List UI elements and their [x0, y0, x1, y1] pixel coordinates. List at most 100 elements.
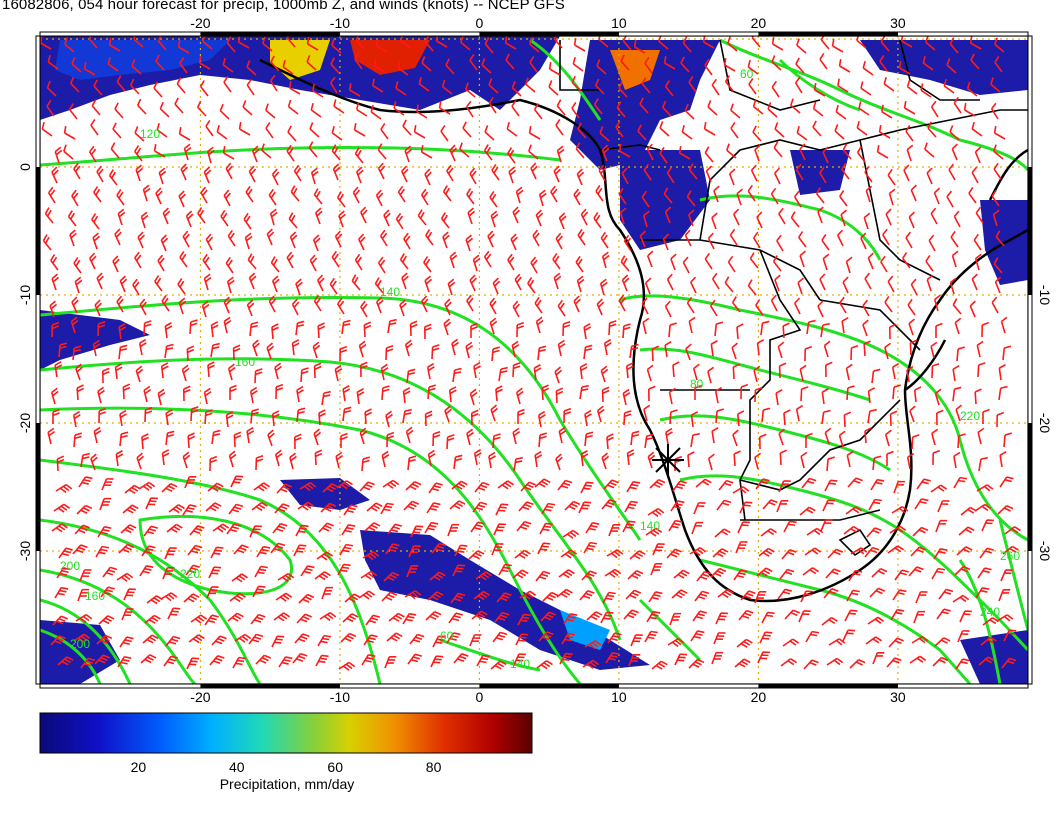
wind-barb: [621, 274, 630, 292]
wind-barb: [223, 316, 232, 334]
wind-barb: [667, 637, 685, 648]
wind-barb: [658, 36, 669, 50]
wind-barb: [507, 147, 516, 164]
wind-barb: [682, 36, 692, 53]
wind-barb: [156, 122, 168, 138]
wind-barb: [557, 339, 566, 357]
wind-barb: [495, 503, 509, 516]
wind-barb: [732, 486, 750, 494]
wind-barb: [756, 211, 763, 229]
wind-barb: [651, 660, 668, 670]
wind-barb: [219, 103, 230, 120]
wind-barb: [251, 501, 268, 512]
wind-barb: [863, 340, 871, 357]
wind-barb: [139, 565, 154, 577]
wind-barb: [641, 77, 651, 94]
wind-barb: [529, 37, 540, 53]
wind-barb: [799, 143, 806, 161]
wind-barb: [387, 318, 397, 334]
wind-barb: [317, 274, 325, 292]
wind-barb: [331, 38, 342, 54]
wind-barb: [71, 296, 79, 314]
wind-barb: [275, 383, 284, 400]
wind-barb: [198, 55, 211, 70]
wind-barb: [233, 431, 242, 448]
wind-barb: [795, 57, 805, 74]
wind-barb: [957, 630, 970, 643]
wind-barb: [277, 572, 295, 583]
wind-barb: [711, 78, 720, 96]
wind-barb: [138, 481, 156, 491]
wind-barb: [365, 614, 381, 626]
wind-barb: [783, 409, 791, 426]
wind-barb: [952, 364, 960, 382]
wind-barb: [54, 586, 69, 599]
wind-barb: [196, 100, 207, 117]
wind-barb: [856, 146, 866, 163]
wind-barb: [681, 124, 693, 140]
x-tick-top: -10: [330, 15, 350, 31]
wind-barb: [403, 500, 420, 511]
wind-barb: [704, 252, 713, 270]
wind-barb: [163, 655, 179, 667]
wind-barb: [107, 56, 119, 72]
wind-barb: [831, 38, 844, 53]
wind-barb: [747, 279, 757, 296]
wind-barb: [90, 118, 99, 136]
wind-barb: [820, 519, 833, 532]
wind-barb: [600, 231, 609, 249]
wind-barb: [990, 77, 1001, 93]
wind-barb: [953, 476, 968, 489]
wind-barb: [1003, 629, 1017, 642]
wind-barb: [602, 591, 616, 604]
wind-barb: [348, 82, 361, 97]
wind-barb: [358, 340, 367, 358]
wind-barb: [759, 631, 773, 644]
wind-barb: [469, 274, 478, 292]
wind-barb: [96, 634, 113, 645]
wind-barb: [226, 523, 241, 535]
wind-barb: [296, 613, 312, 624]
wind-barb: [417, 209, 427, 226]
wind-barb: [750, 164, 758, 182]
wind-barb: [573, 295, 582, 313]
wind-barb: [843, 411, 852, 428]
wind-barb: [798, 231, 807, 248]
wind-barb: [946, 190, 954, 208]
wind-barb: [837, 78, 849, 93]
wind-barb: [888, 323, 897, 340]
wind-barb: [644, 433, 654, 449]
colorbar-label: Precipitation, mm/day: [219, 776, 355, 792]
wind-barb: [689, 546, 707, 557]
wind-barb: [446, 632, 461, 644]
wind-barb: [739, 501, 753, 514]
wind-barb: [426, 362, 435, 380]
wind-barb: [974, 388, 982, 405]
wind-barb: [448, 612, 463, 624]
wind-barb: [625, 362, 634, 379]
wind-barb: [167, 607, 181, 620]
wind-barb: [993, 162, 1002, 180]
wind-barb: [204, 614, 219, 626]
wind-barb: [975, 206, 984, 224]
wind-barb: [805, 630, 820, 643]
wind-barb: [894, 569, 909, 581]
wind-barb: [1000, 569, 1013, 582]
wind-barb: [340, 432, 348, 448]
wind-barb: [491, 543, 504, 556]
wind-barb: [338, 661, 356, 671]
wind-barb: [491, 346, 500, 362]
wind-barb: [527, 277, 536, 294]
wind-barb: [996, 614, 1014, 622]
wind-barb: [489, 317, 498, 335]
wind-barb: [933, 548, 948, 560]
wind-barb: [755, 478, 770, 490]
wind-barb: [416, 104, 428, 119]
wind-barb: [910, 278, 918, 296]
wind-barb: [577, 122, 587, 139]
wind-barb: [668, 519, 683, 532]
wind-barb: [538, 432, 547, 448]
wind-barb: [313, 188, 323, 205]
wind-barb: [293, 164, 302, 182]
wind-barb: [974, 503, 992, 512]
